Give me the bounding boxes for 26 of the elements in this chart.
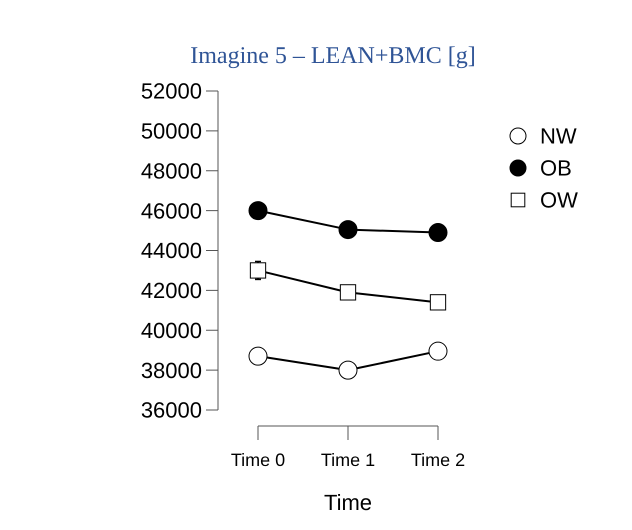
legend-label: OW [540, 188, 578, 213]
legend-label: OB [540, 156, 572, 181]
point [428, 223, 448, 242]
point [248, 201, 268, 220]
point [430, 294, 446, 310]
y-tick-label: 46000 [140, 198, 202, 224]
chart-title: Imagine 5 – LEAN+BMC [g] [190, 43, 476, 69]
y-tick-label: 48000 [140, 158, 202, 184]
point [248, 346, 268, 366]
y-tick-label: 50000 [140, 118, 202, 144]
y-tick-label: 40000 [140, 318, 202, 343]
point [338, 360, 358, 380]
y-tick-label: 42000 [140, 278, 202, 304]
legend-label: NW [540, 124, 577, 149]
point [338, 220, 358, 240]
y-tick-label: 52000 [140, 78, 202, 104]
x-tick-label: Time 0 [230, 450, 286, 470]
x-tick-label: Time 2 [410, 450, 466, 470]
y-tick-label: 44000 [140, 238, 202, 264]
y-tick-label: 38000 [140, 358, 202, 383]
x-tick-label: Time 1 [320, 450, 376, 470]
x-axis-title: Time [324, 490, 372, 515]
point [340, 284, 356, 301]
point [428, 342, 448, 361]
y-tick-label: 36000 [140, 398, 202, 423]
point [250, 262, 266, 279]
